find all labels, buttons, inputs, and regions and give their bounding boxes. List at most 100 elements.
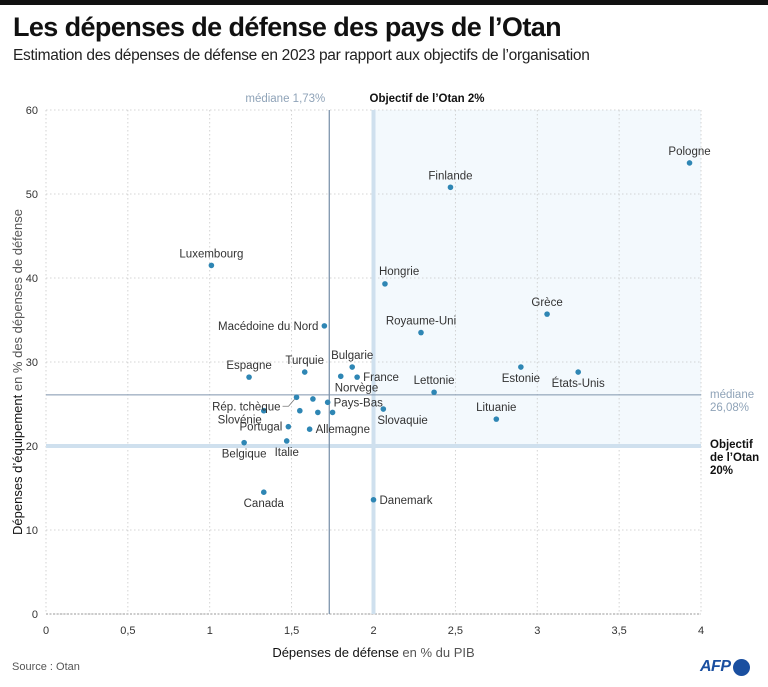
point-label: Belgique [222, 449, 267, 461]
point-unlabeled [310, 396, 316, 402]
point-label: Allemagne [316, 424, 370, 436]
median-x-label: médiane 1,73% [245, 93, 325, 105]
y-tick-label: 40 [26, 273, 38, 285]
point-label: Estonie [502, 373, 540, 385]
x-tick-label: 3 [534, 625, 540, 637]
source-note: Source : Otan [12, 661, 80, 673]
point--tats-unis [575, 369, 581, 375]
point-label: Espagne [226, 360, 271, 372]
x-tick-label: 2 [370, 625, 376, 637]
y-axis-title-unit: en % des dépenses de défense [10, 209, 25, 395]
y-axis-title: Dépenses d’équipement en % des dépenses … [10, 209, 25, 535]
point-label: Pays-Bas [334, 397, 383, 409]
point-lituanie [493, 416, 500, 422]
point-label: France [363, 372, 399, 384]
point-norv-ge [337, 373, 344, 380]
point-gr-ce [544, 311, 550, 317]
point-italie [283, 438, 290, 444]
target-y-label: 20% [710, 465, 733, 477]
point-canada [260, 489, 267, 496]
point-label: Turquie [285, 355, 324, 367]
point-estonie [518, 364, 524, 370]
x-tick-label: 3,5 [611, 625, 626, 637]
point-label: Finlande [428, 170, 472, 182]
point-label: Lettonie [414, 375, 455, 387]
point-unlabeled [315, 409, 321, 416]
top-bar [0, 0, 768, 5]
point-allemagne [306, 426, 313, 433]
target-y-label: de l’Otan [710, 452, 759, 464]
point-label: Slovénie [218, 415, 262, 427]
point-label: Canada [244, 498, 285, 510]
label-leader-line [282, 399, 295, 407]
point-label: Bulgarie [331, 350, 373, 362]
y-tick-label: 10 [26, 525, 38, 537]
point-label: Grèce [531, 297, 562, 309]
point-slovaquie [380, 406, 387, 412]
point-slov-nie [260, 407, 267, 414]
point-label: Portugal [240, 422, 283, 434]
y-tick-label: 20 [26, 441, 38, 453]
points-layer [208, 160, 693, 503]
target-y-band [46, 444, 701, 448]
point-france [354, 374, 360, 380]
point-label: Luxembourg [179, 248, 243, 260]
chart-title: Les dépenses de défense des pays de l’Ot… [13, 12, 562, 42]
x-axis-title-main: Dépenses de défense [272, 645, 398, 660]
point-label: Pologne [668, 146, 710, 158]
x-tick-label: 0,5 [120, 625, 135, 637]
point-label: Hongrie [379, 266, 419, 278]
y-tick-label: 50 [26, 189, 38, 201]
target-y-label: Objectif [710, 439, 753, 451]
point-label: Danemark [380, 495, 433, 507]
point-labels-layer: Pologne Finlande Luxembourg Hongrie Grèce Mac… [179, 146, 710, 510]
y-tick-label: 30 [26, 357, 38, 369]
afp-logo-dot-icon [732, 658, 750, 676]
point-label: Lituanie [476, 402, 516, 414]
point-label: Slovaquie [377, 415, 428, 427]
afp-logo-text: AFP [700, 658, 731, 675]
point-label: Italie [275, 447, 299, 459]
point-pays-bas [324, 399, 331, 406]
y-tick-label: 0 [32, 609, 38, 621]
point-label: États-Unis [552, 377, 605, 390]
point-unlabeled [297, 407, 303, 414]
point-label: Macédoine du Nord [218, 321, 318, 333]
median-y-label: 26,08% [710, 402, 749, 414]
point-mac-doine-du-nord [321, 323, 328, 329]
afp-logo: AFP [700, 656, 750, 678]
point-label: Royaume-Uni [386, 316, 456, 328]
point-turquie [301, 369, 308, 375]
x-tick-label: 0 [43, 625, 49, 637]
reference-lines-layer: médiane 1,73% Objectif de l’Otan 2% médian… [46, 93, 759, 614]
x-axis-title: Dépenses de défense en % du PIB [272, 645, 474, 660]
point-bulgarie [349, 364, 356, 370]
x-tick-label: 4 [698, 625, 704, 637]
target-x-band [371, 110, 376, 614]
x-tick-label: 2,5 [448, 625, 463, 637]
point-lettonie [431, 389, 437, 396]
y-axis-title-main: Dépenses d’équipement [10, 394, 25, 535]
x-tick-label: 1 [207, 625, 213, 637]
chart-subtitle: Estimation des dépenses de défense en 20… [13, 47, 590, 64]
point-r-p-tch-que [293, 394, 300, 401]
point-pologne [686, 160, 693, 166]
point-belgique [241, 439, 247, 446]
target-x-label: Objectif de l’Otan 2% [370, 93, 485, 105]
y-tick-label: 60 [26, 105, 38, 117]
point-danemark [370, 496, 377, 503]
point-portugal [285, 423, 292, 430]
point-royaume-uni [418, 329, 424, 336]
point-espagne [246, 374, 252, 380]
median-y-label: médiane [710, 389, 754, 401]
point-hongrie [382, 281, 388, 287]
x-tick-label: 1,5 [284, 625, 299, 637]
point-luxembourg [208, 262, 215, 269]
point-label: Norvège [335, 382, 378, 394]
point-unlabeled [329, 409, 336, 416]
point-finlande [447, 184, 454, 191]
x-axis-title-unit: en % du PIB [399, 645, 475, 660]
point-label: Rép. tchèque [212, 401, 280, 413]
